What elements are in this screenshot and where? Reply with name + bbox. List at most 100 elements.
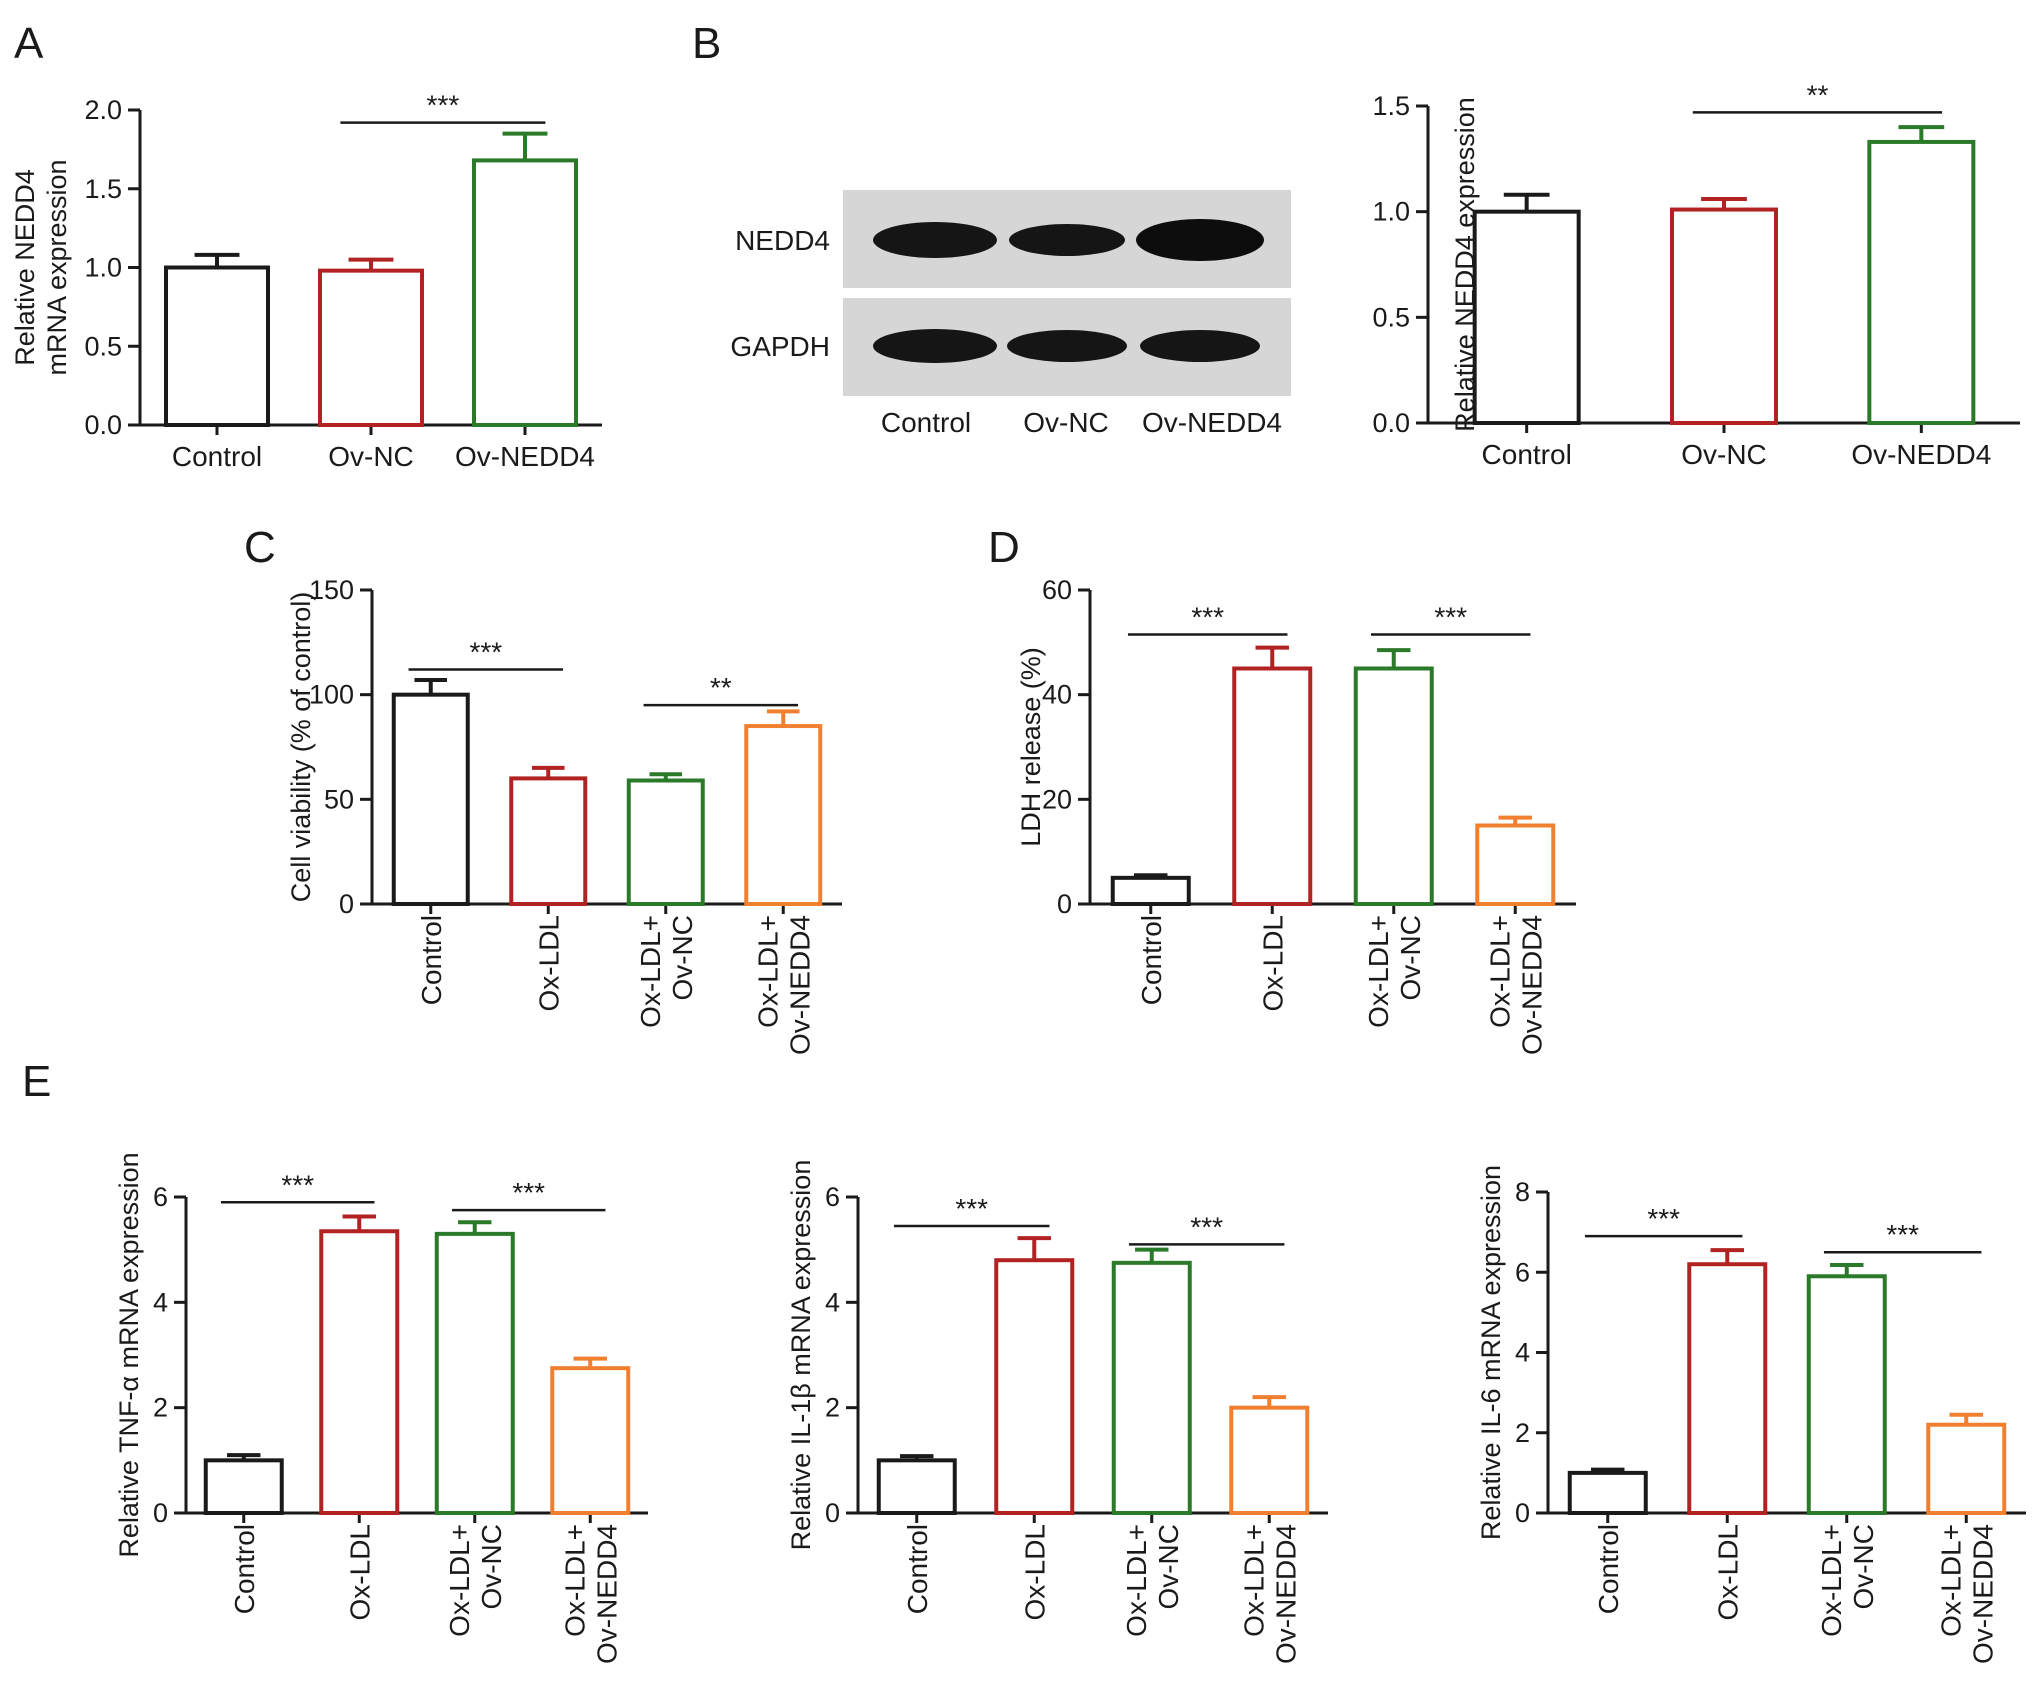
chart-panel-b: 0.0 0.5 1.0 1.5 Control Ov-NC Ov-NEDD4 ** Relati… — [1372, 79, 2020, 470]
y-tick-label: 0.5 — [84, 331, 122, 361]
category-label-group: Control — [1136, 915, 1167, 1005]
panel-letter-a: A — [14, 19, 44, 68]
category-label: Ov-NC — [1681, 439, 1767, 470]
category-label-group: Control — [229, 1524, 260, 1614]
y-tick-label: 100 — [309, 680, 354, 710]
y-axis-label: Relative NEDD4 — [10, 169, 40, 366]
panel-letter-c: C — [244, 523, 276, 572]
bar — [744, 724, 823, 906]
y-axis-label-group: Relative TNF-α mRNA expression — [114, 1152, 144, 1557]
category-label: Control — [229, 1524, 260, 1614]
category-label: Control — [416, 915, 447, 1005]
category-label-group: Ox-LDL+ Ov-NEDD4 — [1935, 1524, 1998, 1664]
blot-band — [1007, 330, 1127, 362]
blot-row-label-nedd4: NEDD4 — [735, 225, 830, 256]
y-axis-label-group: Relative NEDD4 expression — [1450, 97, 1480, 432]
category-label-group: Ox-LDL+ Ov-NC — [444, 1524, 507, 1637]
category-label-group: Ox-LDL+ Ov-NEDD4 — [1238, 1524, 1301, 1664]
y-axis-label-group: Relative IL-6 mRNA expression — [1476, 1165, 1506, 1540]
y-tick-label: 1.5 — [1372, 91, 1410, 121]
category-label: Ox-LDL+ — [559, 1524, 590, 1637]
category-label: Control — [1593, 1524, 1624, 1614]
bar — [472, 158, 578, 427]
significance-label: *** — [1434, 601, 1467, 632]
category-label-group: Ox-LDL — [1712, 1524, 1743, 1620]
significance-label: *** — [469, 637, 502, 668]
category-label: Ox-LDL+ — [1363, 915, 1394, 1028]
category-label-group: Ox-LDL+ Ov-NC — [635, 915, 698, 1028]
category-label-group: Ox-LDL — [1257, 915, 1288, 1011]
blot-lane-label-ov-nc: Ov-NC — [1023, 407, 1109, 438]
category-label-group: Ox-LDL — [1019, 1524, 1050, 1620]
y-axis-label-group: Cell viability (% of control) — [286, 592, 316, 903]
category-label: Ov-NEDD4 — [455, 441, 595, 472]
category-label: Control — [172, 441, 262, 472]
bar — [1232, 666, 1313, 906]
significance-label: ** — [1807, 79, 1829, 110]
y-tick-label: 150 — [309, 575, 354, 605]
category-label-group: Ox-LDL+ Ov-NEDD4 — [1484, 915, 1547, 1055]
y-axis-label: mRNA expression — [42, 159, 72, 375]
y-tick-label: 4 — [1515, 1338, 1530, 1368]
significance-label: *** — [1647, 1203, 1680, 1234]
y-tick-label: 2.0 — [84, 95, 122, 125]
category-label-group: Control — [1593, 1524, 1624, 1614]
blot-band — [1140, 330, 1260, 362]
category-label: Control — [902, 1524, 933, 1614]
bar — [1475, 823, 1556, 906]
y-tick-label: 0 — [1057, 889, 1072, 919]
bar — [318, 268, 424, 427]
blot-band — [1136, 219, 1264, 261]
category-label: Ox-LDL — [344, 1524, 375, 1620]
bar — [626, 778, 705, 907]
bar — [550, 1366, 631, 1515]
category-label: Ov-NEDD4 — [1851, 439, 1991, 470]
category-label: Ov-NC — [667, 915, 698, 1001]
y-tick-label: 4 — [825, 1287, 840, 1317]
category-label: Ox-LDL+ — [1121, 1524, 1152, 1637]
category-label: Ov-NC — [1153, 1524, 1184, 1610]
y-tick-label: 60 — [1042, 575, 1072, 605]
category-label: Ox-LDL+ — [444, 1524, 475, 1637]
panel-letter-e: E — [22, 1057, 51, 1106]
category-label: Ox-LDL+ — [1816, 1524, 1847, 1637]
category-label: Ov-NEDD4 — [1967, 1524, 1998, 1664]
bar — [1806, 1274, 1887, 1515]
panel-letter-b: B — [692, 19, 721, 68]
significance-label: *** — [1190, 1211, 1223, 1242]
bar — [391, 692, 470, 907]
category-label: Ox-LDL+ — [1935, 1524, 1966, 1637]
y-tick-label: 1.0 — [84, 253, 122, 283]
bar — [164, 265, 270, 427]
y-tick-label: 0 — [153, 1498, 168, 1528]
category-label: Ox-LDL+ — [635, 915, 666, 1028]
y-tick-label: 2 — [153, 1393, 168, 1423]
category-label: Ox-LDL+ — [1484, 915, 1515, 1028]
category-label: Ov-NEDD4 — [784, 915, 815, 1055]
category-label-group: Ox-LDL — [533, 915, 564, 1011]
bar — [509, 776, 588, 907]
category-label: Ox-LDL — [1257, 915, 1288, 1011]
y-tick-label: 2 — [1515, 1418, 1530, 1448]
y-tick-label: 4 — [153, 1287, 168, 1317]
significance-label: *** — [1886, 1219, 1919, 1250]
y-axis-label: Relative IL-6 mRNA expression — [1476, 1165, 1506, 1540]
chart-panel-a: 0.0 0.5 1.0 1.5 2.0 Control Ov-NC Ov-NEDD4 *** Re… — [10, 90, 602, 472]
bar — [1567, 1470, 1648, 1515]
y-tick-label: 0 — [1515, 1498, 1530, 1528]
category-label-group: Ox-LDL+ Ov-NC — [1816, 1524, 1879, 1637]
bar — [1472, 209, 1581, 425]
significance-label: *** — [955, 1193, 988, 1224]
y-tick-label: 0 — [825, 1498, 840, 1528]
bar — [319, 1229, 400, 1515]
y-axis-label: Relative TNF-α mRNA expression — [114, 1152, 144, 1557]
y-tick-label: 2 — [825, 1393, 840, 1423]
charts-layer: 0.0 0.5 1.0 1.5 2.0 Control Ov-NC Ov-NEDD4 *** Re… — [10, 79, 2026, 1664]
significance-label: *** — [281, 1169, 314, 1200]
bar — [1229, 1405, 1310, 1515]
